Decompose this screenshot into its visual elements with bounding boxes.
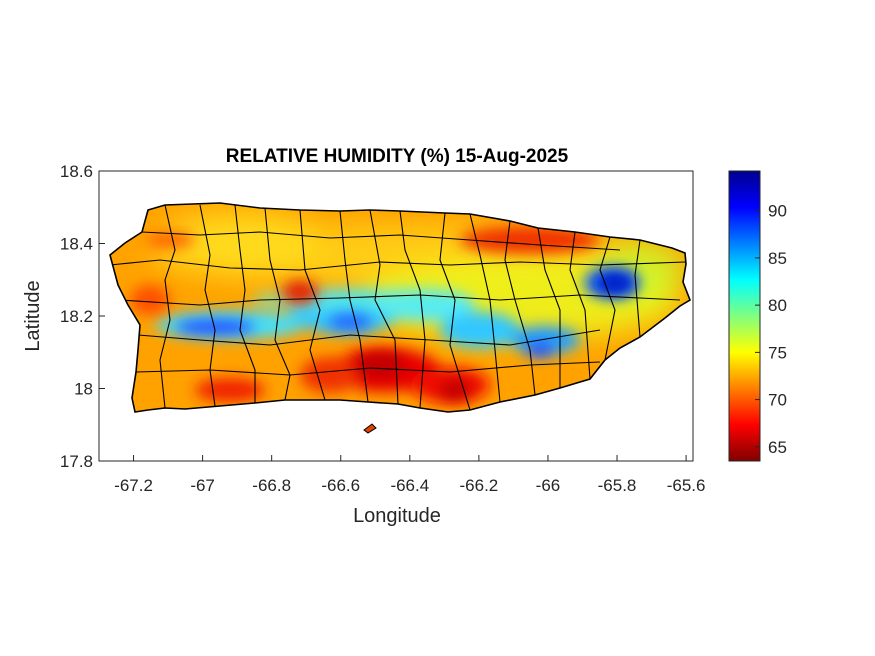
colorbar: [728, 170, 761, 462]
colorbar-tick-label: 85: [768, 249, 787, 268]
colorbar-tick-label: 90: [768, 202, 787, 221]
municipality-borders: [110, 204, 686, 411]
coastline: [109, 202, 691, 413]
colorbar-tick-label: 75: [768, 343, 787, 362]
y-axis-label: Latitude: [22, 280, 44, 351]
x-axis-label: Longitude: [353, 505, 441, 527]
x-tick-label: -66.8: [252, 476, 291, 495]
x-tick-label: -66.6: [321, 476, 360, 495]
y-tick-label: 18: [74, 380, 93, 399]
x-tick-label: -66: [536, 476, 561, 495]
y-tick-label: 18.4: [60, 235, 93, 254]
x-tick-label: -67.2: [114, 476, 153, 495]
caja-de-muertos-island: [363, 423, 377, 434]
colorbar-ticks: 90 85 80 75 70 65: [755, 202, 787, 457]
y-tick-label: 18.2: [60, 307, 93, 326]
colorbar-tick-label: 65: [768, 438, 787, 457]
y-axis-ticks: 18.6 18.4 18.2 18 17.8: [60, 162, 105, 471]
x-tick-label: -67: [190, 476, 215, 495]
colorbar-tick-label: 80: [768, 296, 787, 315]
x-tick-label: -65.6: [667, 476, 706, 495]
x-tick-label: -66.2: [460, 476, 499, 495]
x-tick-label: -66.4: [390, 476, 429, 495]
colorbar-tick-label: 70: [768, 391, 787, 410]
x-tick-label: -65.8: [598, 476, 637, 495]
x-axis-ticks: -67.2 -67 -66.8 -66.6 -66.4 -66.2 -66 -65.8 -65.…: [114, 455, 705, 495]
y-tick-label: 17.8: [60, 452, 93, 471]
y-tick-label: 18.6: [60, 162, 93, 181]
map-title: RELATIVE HUMIDITY (%) 15-Aug-2025: [226, 146, 569, 167]
